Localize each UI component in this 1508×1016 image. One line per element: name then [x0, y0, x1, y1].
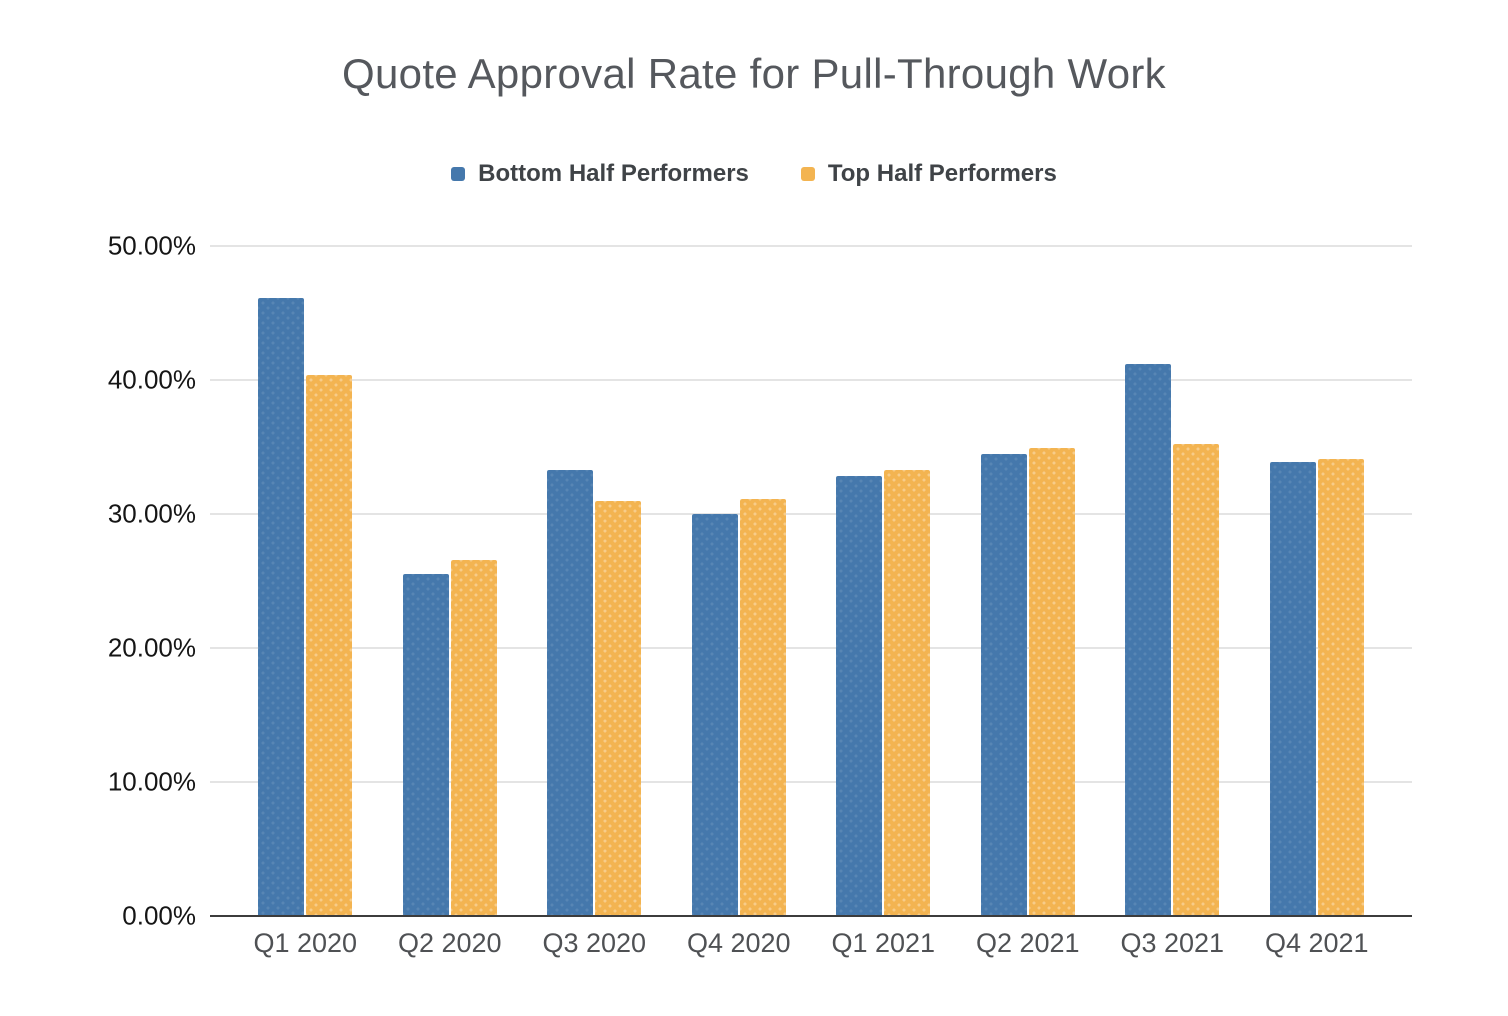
bar-bottom-half[interactable]	[1125, 363, 1172, 916]
x-tick-label: Q3 2021	[1120, 928, 1225, 958]
bar-bottom-half[interactable]	[1269, 461, 1316, 916]
bar-top-half[interactable]	[739, 499, 786, 916]
bar-group	[1100, 246, 1245, 916]
bar-bottom-half[interactable]	[836, 476, 883, 916]
y-tick-label: 10.00%	[107, 766, 196, 797]
gridline	[210, 379, 1412, 381]
y-tick-label: 20.00%	[107, 632, 196, 663]
x-tick-label: Q4 2021	[1264, 928, 1369, 958]
bar-group	[956, 246, 1101, 916]
x-tick-label: Q3 2020	[542, 928, 647, 958]
bar-group	[1245, 246, 1390, 916]
gridline	[210, 513, 1412, 515]
y-tick-label: 50.00%	[107, 230, 196, 261]
x-axis-labels: Q1 2020 Q2 2020 Q3 2020 Q4 2020 Q1 2021 Q2 20…	[210, 928, 1412, 959]
bar-bottom-half[interactable]	[547, 469, 594, 916]
x-tick-label: Q1 2021	[831, 928, 936, 958]
bar-bottom-half[interactable]	[691, 514, 738, 916]
bar-top-half[interactable]	[1173, 444, 1220, 916]
bar-group	[522, 246, 667, 916]
gridline	[210, 245, 1412, 247]
legend-swatch-icon	[451, 167, 466, 181]
x-tick-label: Q1 2020	[253, 928, 358, 958]
bar-bottom-half[interactable]	[258, 298, 305, 916]
y-tick-label: 40.00%	[107, 364, 196, 395]
x-tick-label: Q2 2021	[975, 928, 1080, 958]
bar-top-half[interactable]	[884, 469, 931, 916]
bar-group	[378, 246, 523, 916]
y-axis: 0.00% 10.00% 20.00% 30.00% 40.00% 50.00%	[0, 231, 196, 931]
legend-swatch-icon	[800, 167, 815, 181]
legend: Bottom Half Performers Top Half Performer…	[0, 160, 1508, 188]
legend-label: Bottom Half Performers	[478, 160, 749, 187]
bar-bottom-half[interactable]	[402, 574, 449, 916]
bar-groups	[210, 246, 1412, 916]
gridline	[210, 781, 1412, 783]
bar-top-half[interactable]	[450, 559, 497, 916]
y-tick-label: 0.00%	[122, 900, 196, 931]
y-tick-label: 30.00%	[107, 498, 196, 529]
bar-top-half[interactable]	[306, 374, 353, 916]
bar-top-half[interactable]	[595, 500, 642, 916]
bar-top-half[interactable]	[1028, 448, 1075, 916]
bar-group	[667, 246, 812, 916]
chart-title: Quote Approval Rate for Pull-Through Wor…	[342, 50, 1166, 97]
gridline	[210, 647, 1412, 649]
x-axis-line	[210, 915, 1412, 917]
bar-group	[233, 246, 378, 916]
legend-item-top-half[interactable]: Top Half Performers	[800, 160, 1057, 188]
bar-group	[811, 246, 956, 916]
plot-area	[210, 245, 1412, 917]
bar-top-half[interactable]	[1317, 459, 1364, 916]
bar-bottom-half[interactable]	[980, 453, 1027, 916]
legend-item-bottom-half[interactable]: Bottom Half Performers	[451, 160, 749, 188]
x-tick-label: Q4 2020	[686, 928, 791, 958]
x-tick-label: Q2 2020	[397, 928, 502, 958]
legend-label: Top Half Performers	[827, 160, 1057, 187]
